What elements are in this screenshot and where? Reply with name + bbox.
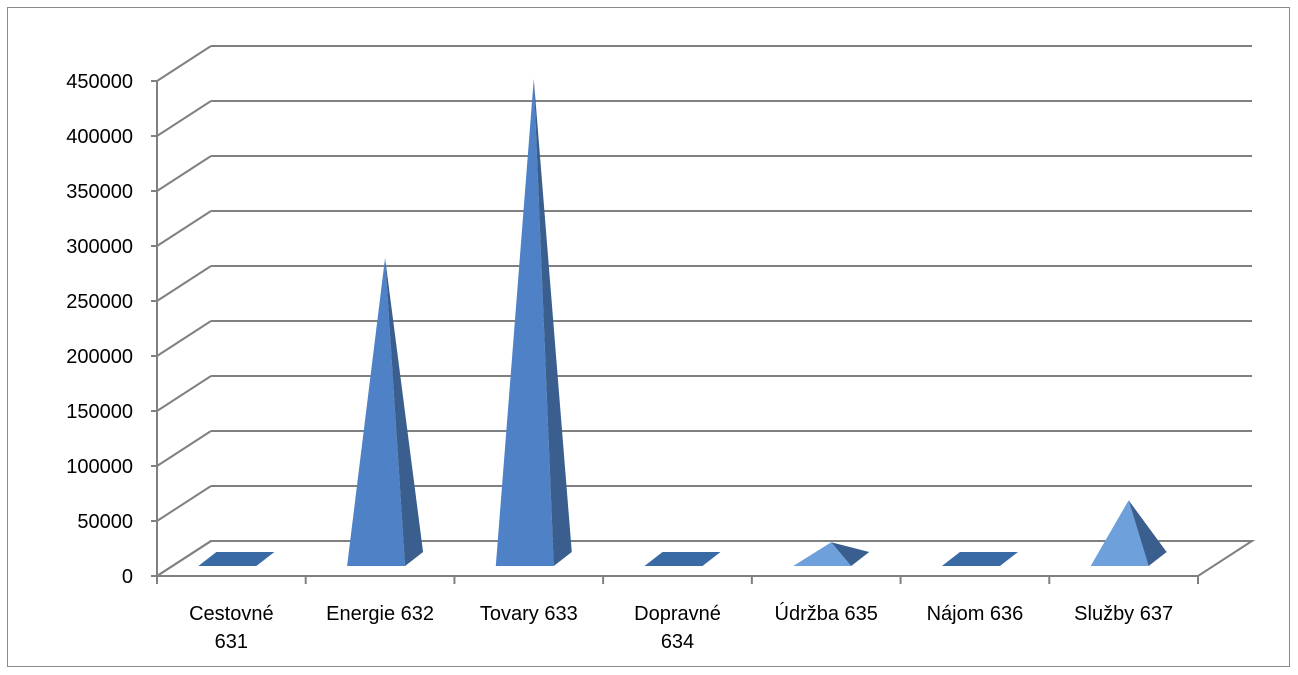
x-category-label: Energie 632 — [326, 603, 434, 625]
x-category-label: 634 — [661, 631, 694, 653]
pyramid-side-face — [1128, 500, 1167, 566]
pyramid-bar — [495, 78, 572, 566]
pyramid-bar — [347, 257, 424, 566]
y-tick-label: 300000 — [66, 236, 133, 258]
y-tick-label: 50000 — [77, 511, 133, 533]
pyramid-bar — [644, 552, 721, 566]
x-category-label: Služby 637 — [1074, 603, 1173, 625]
chart-floor — [153, 540, 1256, 577]
y-tick-label: 450000 — [66, 71, 133, 93]
x-category-label: Údržba 635 — [775, 602, 878, 625]
y-tick-label: 400000 — [66, 126, 133, 148]
gridline-diagonal — [156, 100, 212, 137]
gridline-diagonal — [156, 485, 212, 522]
pyramid-side-face — [533, 78, 572, 566]
gridline-diagonal — [156, 320, 212, 357]
y-tick-label: 250000 — [66, 291, 133, 313]
pyramid-side-face — [385, 257, 424, 566]
pyramid-side-face — [831, 542, 870, 566]
pyramid-bar — [198, 552, 275, 566]
gridline-diagonal — [156, 210, 212, 247]
x-category-label: Tovary 633 — [480, 603, 578, 625]
gridline-diagonal — [156, 155, 212, 192]
pyramid-front-face — [495, 78, 554, 566]
x-category-label: Nájom 636 — [927, 603, 1024, 625]
x-category-label: Cestovné — [189, 603, 274, 625]
pyramid-front-face — [793, 542, 852, 566]
pyramid-front-face — [347, 257, 406, 566]
pyramid-bar — [1090, 500, 1167, 566]
y-tick-label: 200000 — [66, 346, 133, 368]
pyramid-bar — [941, 552, 1018, 566]
gridline-diagonal — [156, 430, 212, 467]
gridline-diagonal — [156, 265, 212, 302]
y-tick-label: 150000 — [66, 401, 133, 423]
y-tick-label: 100000 — [66, 456, 133, 478]
y-tick-label: 350000 — [66, 181, 133, 203]
y-tick-label: 0 — [122, 566, 133, 588]
x-category-label: Dopravné — [634, 603, 721, 625]
pyramid-bar — [793, 542, 870, 566]
x-category-label: 631 — [215, 631, 248, 653]
pyramid-front-face — [1090, 500, 1149, 566]
gridline-diagonal — [156, 45, 212, 82]
gridline-diagonal — [156, 375, 212, 412]
